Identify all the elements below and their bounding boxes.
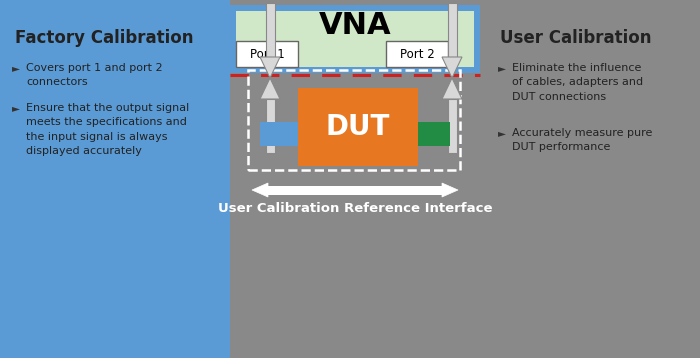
Bar	[0, 0, 230, 358]
Text: ►: ►	[12, 103, 20, 113]
Bar	[248, 70, 460, 170]
Text: DUT: DUT	[326, 113, 390, 141]
Text: Eliminate the influence
of cables, adapters and
DUT connections: Eliminate the influence of cables, adapt…	[512, 63, 643, 102]
Text: Covers port 1 and port 2
connectors: Covers port 1 and port 2 connectors	[26, 63, 162, 87]
Polygon shape	[442, 78, 462, 99]
Text: User Calibration Reference Interface: User Calibration Reference Interface	[218, 202, 492, 214]
Bar	[298, 88, 418, 166]
Bar	[265, 3, 274, 57]
Text: Port 2: Port 2	[400, 48, 435, 61]
Bar	[236, 41, 298, 67]
Text: ►: ►	[498, 63, 506, 73]
Text: VNA: VNA	[318, 11, 391, 40]
Bar	[418, 122, 450, 146]
Polygon shape	[260, 57, 280, 78]
Bar	[265, 99, 274, 153]
Text: Accurately measure pure
DUT performance: Accurately measure pure DUT performance	[512, 128, 652, 153]
Bar	[447, 3, 456, 57]
Text: ►: ►	[12, 63, 20, 73]
Bar	[236, 11, 474, 67]
Bar	[268, 185, 442, 194]
Text: ►: ►	[498, 128, 506, 138]
Bar	[230, 5, 480, 73]
Bar	[260, 122, 298, 146]
Polygon shape	[442, 183, 458, 197]
Polygon shape	[442, 57, 462, 78]
Bar	[386, 41, 448, 67]
Text: Factory Calibration: Factory Calibration	[15, 29, 193, 47]
Text: Port 1: Port 1	[250, 48, 284, 61]
Polygon shape	[252, 183, 268, 197]
Text: User Calibration: User Calibration	[500, 29, 652, 47]
Bar	[447, 99, 456, 153]
Polygon shape	[260, 78, 280, 99]
Text: Ensure that the output signal
meets the specifications and
the input signal is a: Ensure that the output signal meets the …	[26, 103, 189, 156]
